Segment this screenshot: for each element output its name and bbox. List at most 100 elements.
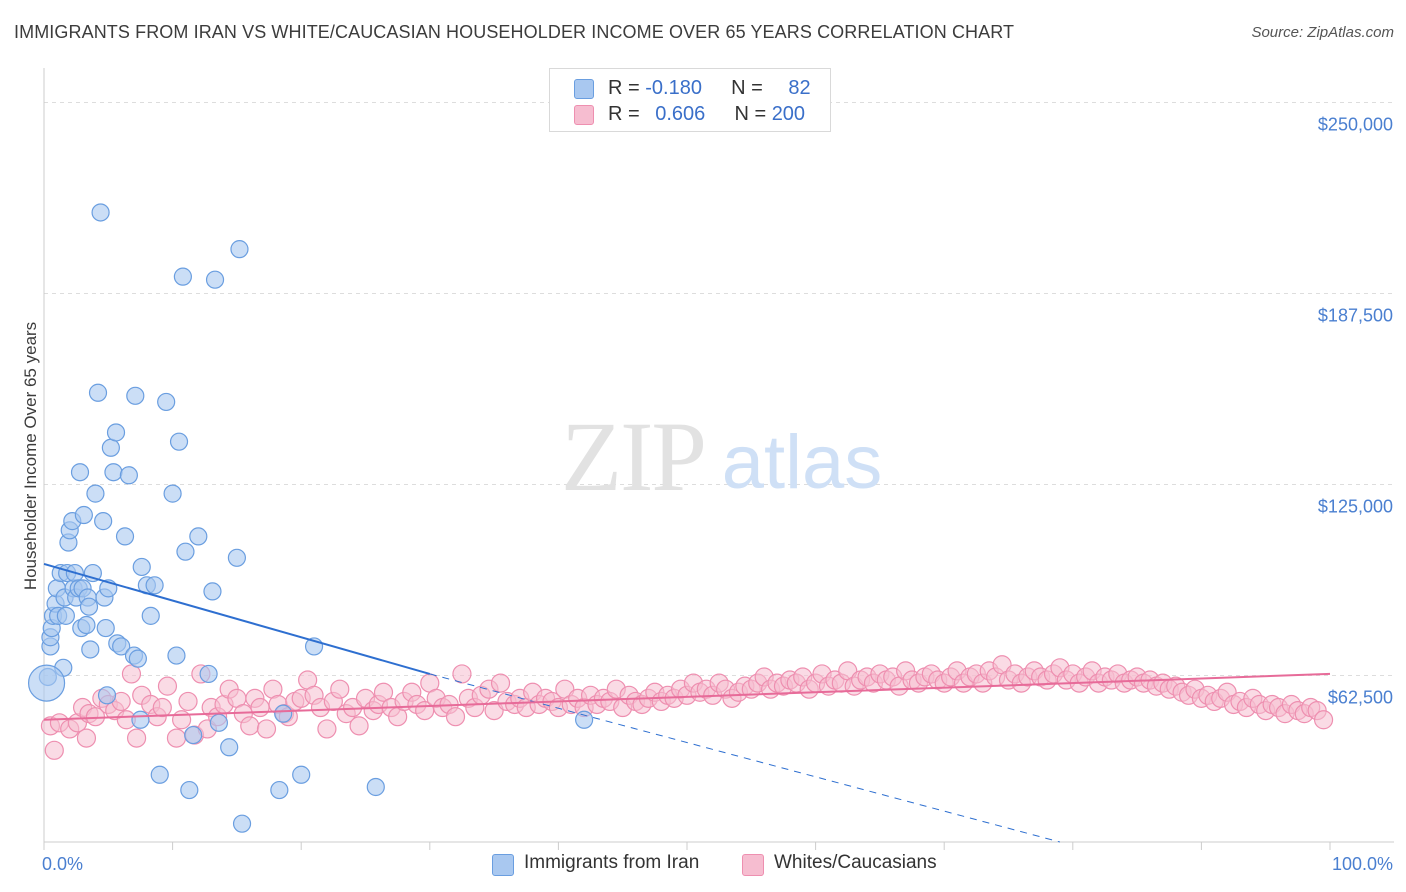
data-point-iran (81, 640, 100, 659)
legend-n-label: N = (731, 77, 769, 99)
data-point-iran (209, 713, 228, 732)
data-point-iran (74, 505, 93, 525)
watermark-atlas: atlas (722, 420, 883, 505)
data-point-iran (101, 438, 120, 457)
data-point-whites (240, 716, 260, 736)
watermark: ZIP atlas (561, 401, 882, 512)
data-point-whites (157, 676, 178, 696)
bottom-legend-swatch-iran (492, 854, 514, 876)
data-point-whites (178, 691, 198, 712)
legend-swatch-iran (574, 79, 594, 99)
x-tick-label-max: 100.0% (1332, 854, 1393, 874)
data-point-whites (152, 697, 172, 718)
x-tick-label-min: 0.0% (42, 854, 83, 874)
data-point-iran (106, 423, 126, 442)
data-point-iran (88, 383, 108, 402)
data-point-iran (173, 267, 192, 286)
data-point-whites (330, 679, 350, 699)
legend-r-value-iran: -0.180 (645, 77, 702, 99)
data-point-iran (366, 777, 385, 797)
axes (43, 68, 1394, 850)
data-point-whites (349, 716, 369, 736)
data-point-iran (169, 432, 189, 451)
watermark-zip: ZIP (561, 401, 705, 512)
y-tick-label: $187,500 (1318, 305, 1393, 325)
data-point-iran (180, 780, 199, 800)
trendline-iran-solid (43, 562, 431, 675)
data-point-iran (128, 649, 147, 668)
data-point-iran (232, 814, 252, 833)
data-point-iran (94, 512, 113, 531)
data-point-iran (203, 582, 222, 601)
data-point-iran (112, 637, 131, 656)
y-tick-label: $125,000 (1318, 496, 1393, 516)
data-point-iran (199, 664, 218, 684)
y-tick-label: $250,000 (1318, 114, 1393, 134)
data-point-iran (91, 203, 110, 222)
bottom-legend-label-iran: Immigrants from Iran (524, 852, 700, 873)
data-point-whites (445, 707, 466, 727)
data-point-iran (119, 466, 138, 485)
chart-title: IMMIGRANTS FROM IRAN VS WHITE/CAUCASIAN … (14, 22, 1015, 42)
data-point-iran (157, 392, 176, 412)
gridlines (44, 101, 1394, 676)
legend-n-value-iran: 82 (788, 77, 811, 99)
y-axis-label: Householder Income Over 65 years (21, 322, 40, 590)
data-point-whites (452, 664, 472, 684)
data-point-iran (115, 527, 135, 546)
data-point-iran (77, 615, 96, 635)
x-tick-labels: 0.0% 100.0% (42, 854, 1393, 874)
data-point-iran (184, 725, 203, 745)
legend-n-value-whites: 200 (771, 103, 806, 125)
data-point-whites (172, 710, 192, 730)
data-point-iran (150, 765, 169, 784)
data-point-iran (227, 548, 246, 567)
data-point-iran (292, 765, 311, 784)
data-point-iran (126, 386, 145, 405)
data-point-iran (163, 484, 182, 503)
legend-n-label: N = (734, 103, 772, 125)
data-point-iran (145, 576, 164, 595)
legend-r-label: R = (608, 77, 646, 99)
data-point-whites (256, 719, 277, 739)
trendline-whites-solid (43, 672, 1331, 721)
data-point-iran (79, 597, 99, 616)
legend-r-label: R = (608, 103, 646, 125)
data-point-iran (104, 463, 123, 482)
trendlines (43, 562, 1331, 843)
data-point-iran (167, 646, 186, 665)
correlation-legend: R = -0.180 N = 82 R = 0.606 N = 200 (549, 68, 831, 132)
bottom-legend-swatch-whites (742, 854, 764, 876)
data-point-iran (27, 664, 66, 702)
data-point-whites (166, 728, 187, 748)
data-point-whites (44, 740, 64, 760)
source-label: Source: ZipAtlas.com (1251, 24, 1394, 41)
data-point-whites (1313, 710, 1334, 730)
data-point-iran (141, 606, 160, 625)
data-point-iran (132, 557, 151, 577)
y-tick-label: $62,500 (1328, 687, 1393, 707)
y-tick-labels: $62,500 $125,000 $187,500 $250,000 (1318, 114, 1393, 707)
data-point-iran (205, 270, 225, 289)
data-point-whites (126, 728, 147, 748)
data-point-iran (575, 710, 594, 729)
data-point-iran (189, 527, 208, 546)
data-point-iran (176, 542, 195, 561)
data-point-iran (220, 738, 239, 757)
data-point-iran (274, 704, 293, 723)
data-point-iran (70, 463, 90, 482)
bottom-legend-label-whites: Whites/Caucasians (774, 852, 937, 873)
data-point-iran (97, 686, 117, 705)
data-point-iran (230, 240, 249, 259)
data-point-whites (76, 728, 97, 748)
data-point-whites (317, 719, 337, 739)
data-point-iran (96, 618, 115, 638)
data-point-whites (250, 697, 270, 718)
series-iran-points (27, 203, 594, 833)
data-point-whites (373, 682, 394, 702)
legend-swatch-whites (574, 105, 594, 125)
data-point-iran (270, 780, 289, 800)
legend-r-value-whites: 0.606 (655, 103, 706, 125)
data-point-iran (131, 710, 150, 729)
